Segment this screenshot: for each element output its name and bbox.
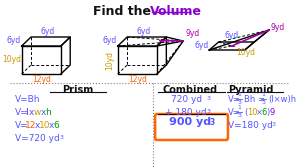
Text: 3: 3 (60, 135, 64, 140)
Text: V=: V= (228, 95, 241, 104)
Text: 1: 1 (237, 105, 241, 110)
Text: w: w (34, 108, 41, 117)
Text: Prism: Prism (62, 85, 93, 95)
Text: Combined: Combined (162, 85, 217, 95)
Text: l: l (26, 108, 28, 117)
Text: V=: V= (15, 121, 29, 130)
Text: 10yd: 10yd (105, 51, 114, 70)
Text: V=: V= (15, 108, 29, 117)
Text: 1: 1 (237, 92, 241, 97)
Text: 3: 3 (261, 100, 266, 105)
Text: h: h (45, 108, 51, 117)
Text: 6: 6 (53, 121, 59, 130)
Text: 12yd: 12yd (32, 75, 51, 84)
Text: ): ) (266, 108, 269, 117)
Text: 1: 1 (262, 92, 265, 97)
Text: 6yd: 6yd (7, 36, 21, 45)
Text: 720 yd: 720 yd (171, 95, 202, 104)
Text: V=Bh: V=Bh (15, 95, 40, 104)
Text: 3: 3 (209, 118, 214, 127)
Text: 6yd: 6yd (137, 27, 151, 36)
Text: 9: 9 (270, 108, 275, 117)
Text: V=: V= (228, 108, 241, 117)
Text: Volume: Volume (149, 5, 202, 18)
Text: ×: × (256, 108, 263, 117)
Text: 10yd: 10yd (2, 55, 21, 65)
Text: 12: 12 (26, 121, 37, 130)
Text: 9yd: 9yd (185, 29, 199, 37)
Text: x: x (29, 108, 34, 117)
Text: Find the: Find the (93, 5, 155, 18)
Text: 6yd: 6yd (224, 31, 239, 40)
Text: 6yd: 6yd (103, 36, 117, 45)
Text: 12yd: 12yd (128, 75, 147, 84)
Text: + 180 yd: + 180 yd (165, 108, 207, 117)
Text: 900 yd: 900 yd (169, 117, 211, 127)
Text: (: ( (244, 108, 247, 117)
Text: 9yd: 9yd (271, 24, 285, 32)
Text: 6: 6 (262, 108, 267, 117)
Text: 10yd: 10yd (236, 48, 255, 57)
Text: 3: 3 (272, 122, 276, 127)
Text: (l×w)h: (l×w)h (268, 95, 296, 104)
Text: 3: 3 (237, 113, 241, 118)
Text: V=720 yd: V=720 yd (15, 134, 60, 143)
FancyBboxPatch shape (155, 114, 228, 140)
Text: x: x (35, 121, 40, 130)
Text: 3: 3 (237, 100, 241, 105)
Text: 10: 10 (247, 108, 257, 117)
Text: x: x (49, 121, 54, 130)
Text: 3: 3 (206, 109, 211, 114)
Text: 3: 3 (206, 96, 211, 101)
Text: 6yd: 6yd (41, 27, 55, 36)
Text: V=180 yd: V=180 yd (228, 121, 273, 130)
Text: x: x (40, 108, 46, 117)
Text: 10: 10 (39, 121, 51, 130)
Text: Bh =: Bh = (244, 95, 265, 104)
Text: Pyramid: Pyramid (229, 85, 274, 95)
Text: 6yd: 6yd (194, 41, 208, 51)
